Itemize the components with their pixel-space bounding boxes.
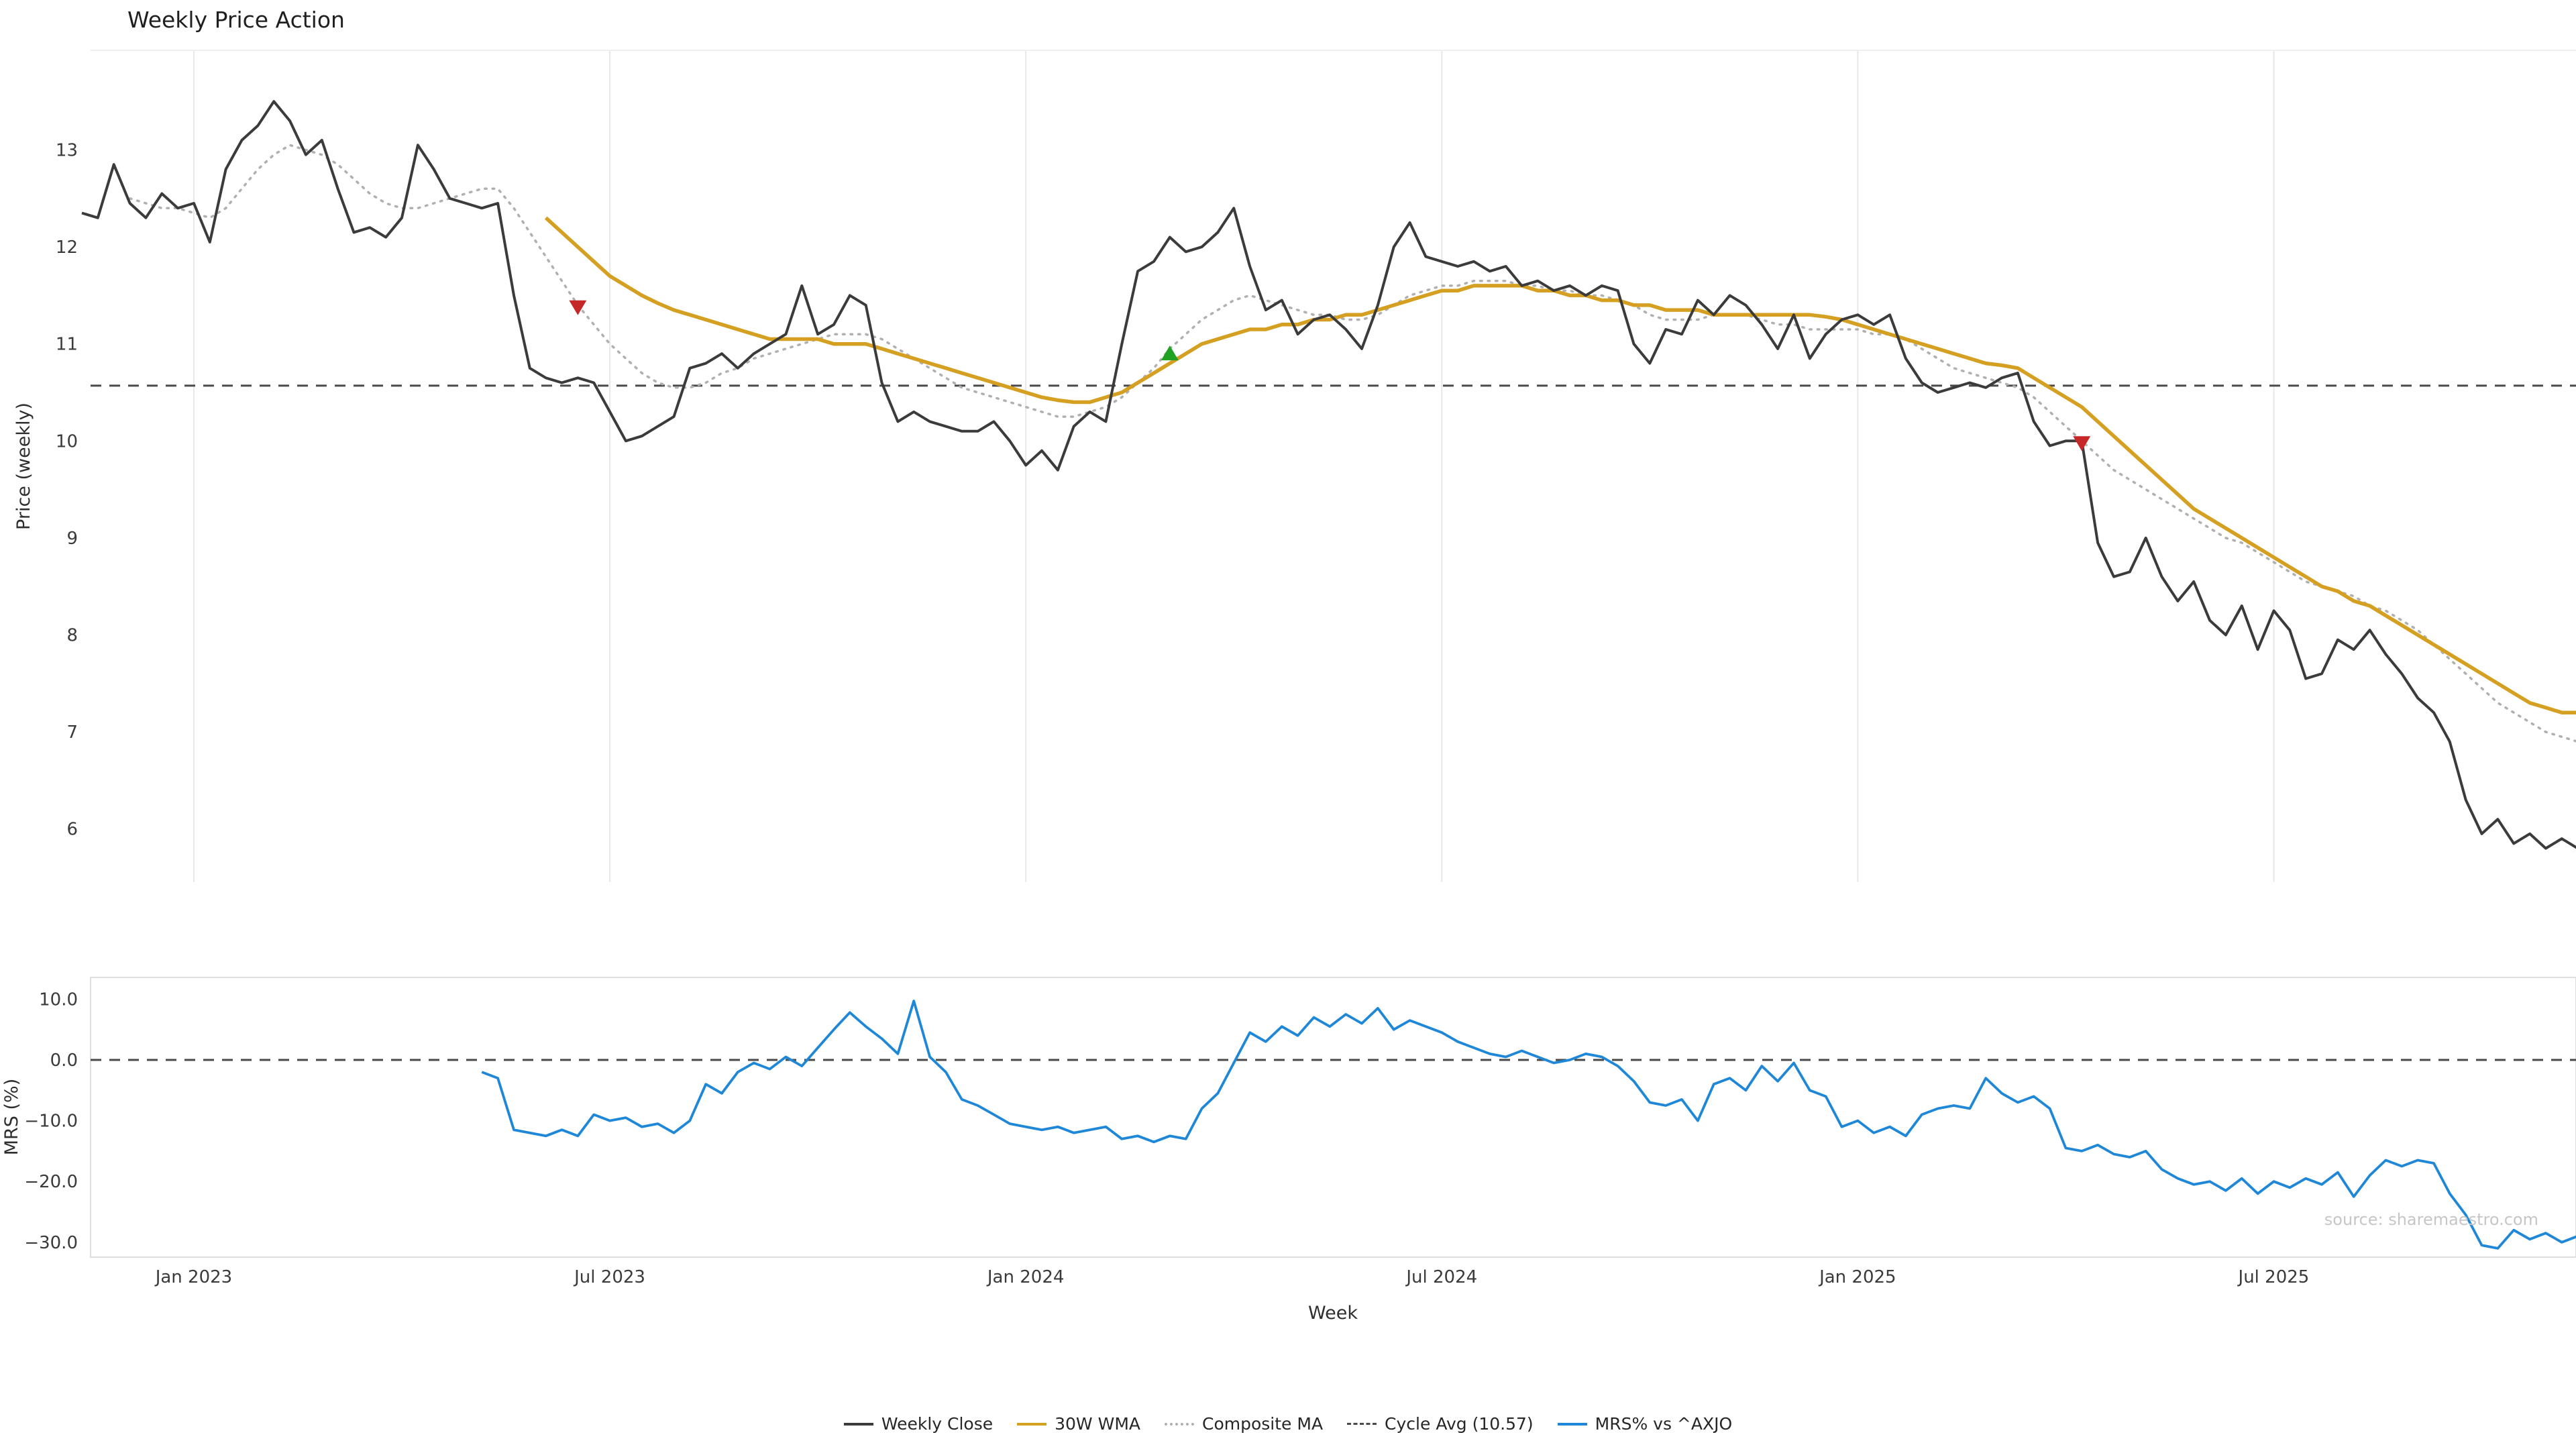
legend-swatch-solid [1557,1422,1587,1426]
price-ytick-label: 13 [56,141,78,161]
chart-legend: Weekly Close 30W WMA Composite MA Cycle Avg… [0,1414,2576,1434]
mrs-panel: 10.0 0.0 −10.0 −20.0 −30.0 MRS (%) [1,977,2576,1258]
price-ytick-label: 7 [66,722,78,743]
legend-swatch-dotted [1165,1422,1194,1426]
mrs-ytick-label: 10.0 [39,989,78,1010]
price-gridlines [91,50,2576,882]
mrs-ytick-label: 0.0 [50,1051,78,1071]
signal-markers [569,300,2091,451]
x-axis-label: Week [1308,1303,1358,1324]
x-tick-label: Jan 2023 [154,1267,233,1287]
buy-signal-marker [1161,345,1179,361]
price-ylabel: Price (weekly) [13,402,34,530]
price-panel: 13 12 11 10 9 8 7 6 Price (weekly) [13,50,2576,882]
x-tick-label: Jan 2024 [986,1267,1065,1287]
price-ytick-label: 6 [66,820,78,840]
legend-item: Weekly Close [843,1414,994,1434]
mrs-ytick-label: −20.0 [24,1172,78,1192]
mrs-ytick-label: −30.0 [24,1233,78,1253]
price-ytick-label: 9 [66,529,78,549]
series-mrs-vs-axjo [481,1000,2576,1250]
x-tick-label: Jul 2025 [2237,1267,2310,1287]
mrs-frame [90,977,2576,1258]
price-ytick-label: 10 [56,431,78,451]
mrs-series [481,1000,2576,1250]
legend-swatch-solid [1017,1422,1047,1426]
price-series [81,100,2576,850]
series-weekly-close [81,100,2576,850]
price-yaxis: 13 12 11 10 9 8 7 6 [56,141,78,840]
mrs-ytick-label: −10.0 [24,1112,78,1132]
x-tick-label: Jul 2024 [1405,1267,1477,1287]
legend-item: Cycle Avg (10.57) [1347,1414,1534,1434]
series-30w-wma [544,216,2576,714]
legend-item: 30W WMA [1017,1414,1140,1434]
price-ytick-label: 8 [66,626,78,646]
mrs-yaxis: 10.0 0.0 −10.0 −20.0 −30.0 [24,989,78,1252]
legend-label: MRS% vs ^AXJO [1595,1414,1733,1434]
legend-label: 30W WMA [1055,1414,1140,1434]
source-text: source: sharemaestro.com [2324,1210,2538,1229]
x-tick-label: Jan 2025 [1818,1267,1896,1287]
legend-label: Composite MA [1202,1414,1324,1434]
x-axis: Week Jan 2023 Jul 2023 Jan 2024 Jul 2024 Jan… [154,1267,2310,1324]
sell-signal-marker [2073,436,2091,451]
legend-label: Weekly Close [881,1414,994,1434]
legend-label: Cycle Avg (10.57) [1385,1414,1534,1434]
price-ytick-label: 11 [56,335,78,355]
legend-item: MRS% vs ^AXJO [1557,1414,1733,1434]
sell-signal-marker [569,300,587,315]
mrs-ylabel: MRS (%) [1,1079,22,1156]
legend-swatch-solid [843,1422,873,1426]
legend-item: Composite MA [1165,1414,1323,1434]
x-tick-label: Jul 2023 [573,1267,645,1287]
chart-title: Weekly Price Action [127,7,345,33]
series-composite-ma [128,144,2576,743]
legend-swatch-dashed [1347,1423,1377,1425]
price-ytick-label: 12 [56,237,78,258]
